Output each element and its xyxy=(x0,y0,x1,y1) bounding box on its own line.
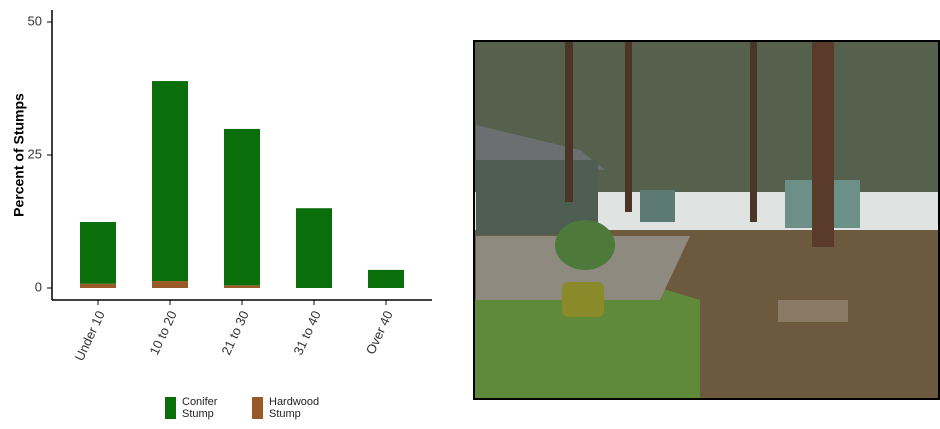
photo-shed xyxy=(640,190,675,222)
bar-segment xyxy=(224,128,260,286)
photo-tree-trunk xyxy=(812,42,834,247)
photo xyxy=(473,40,940,400)
photo-tree-trunk xyxy=(625,42,632,212)
bar-segment xyxy=(296,208,332,288)
x-tick-label: 10 to 20 xyxy=(146,308,179,357)
bar-segment xyxy=(80,283,116,288)
photo-pot xyxy=(562,282,604,317)
photo-plant xyxy=(555,220,615,270)
legend: Conifer Stump Hardwood Stump xyxy=(165,396,321,420)
bar-segment xyxy=(224,285,260,288)
legend-swatch xyxy=(165,397,176,419)
x-tick-label: 21 to 30 xyxy=(218,308,251,357)
legend-item: Conifer Stump xyxy=(165,396,234,420)
y-tick-label: 25 xyxy=(28,146,42,161)
photo-stump xyxy=(778,300,848,322)
legend-label: Hardwood Stump xyxy=(269,396,320,420)
x-tick-label: Under 10 xyxy=(72,308,108,363)
photo-grass xyxy=(475,270,700,398)
y-tick-label: 50 xyxy=(28,13,42,28)
y-tick-label: 0 xyxy=(35,279,42,294)
legend-label: Conifer Stump xyxy=(182,396,218,420)
bar-segment xyxy=(368,269,404,288)
bar-segment xyxy=(80,222,116,284)
photo-tree-trunk xyxy=(565,42,573,202)
x-tick-label: Over 40 xyxy=(363,308,396,356)
photo-tree-trunk xyxy=(750,42,757,222)
bar-segment xyxy=(152,81,188,282)
legend-swatch xyxy=(252,397,263,419)
x-tick-label: 31 to 40 xyxy=(290,308,323,357)
y-axis-title: Percent of Stumps xyxy=(11,93,27,217)
bar-segment xyxy=(152,281,188,288)
legend-item: Hardwood Stump xyxy=(252,396,321,420)
